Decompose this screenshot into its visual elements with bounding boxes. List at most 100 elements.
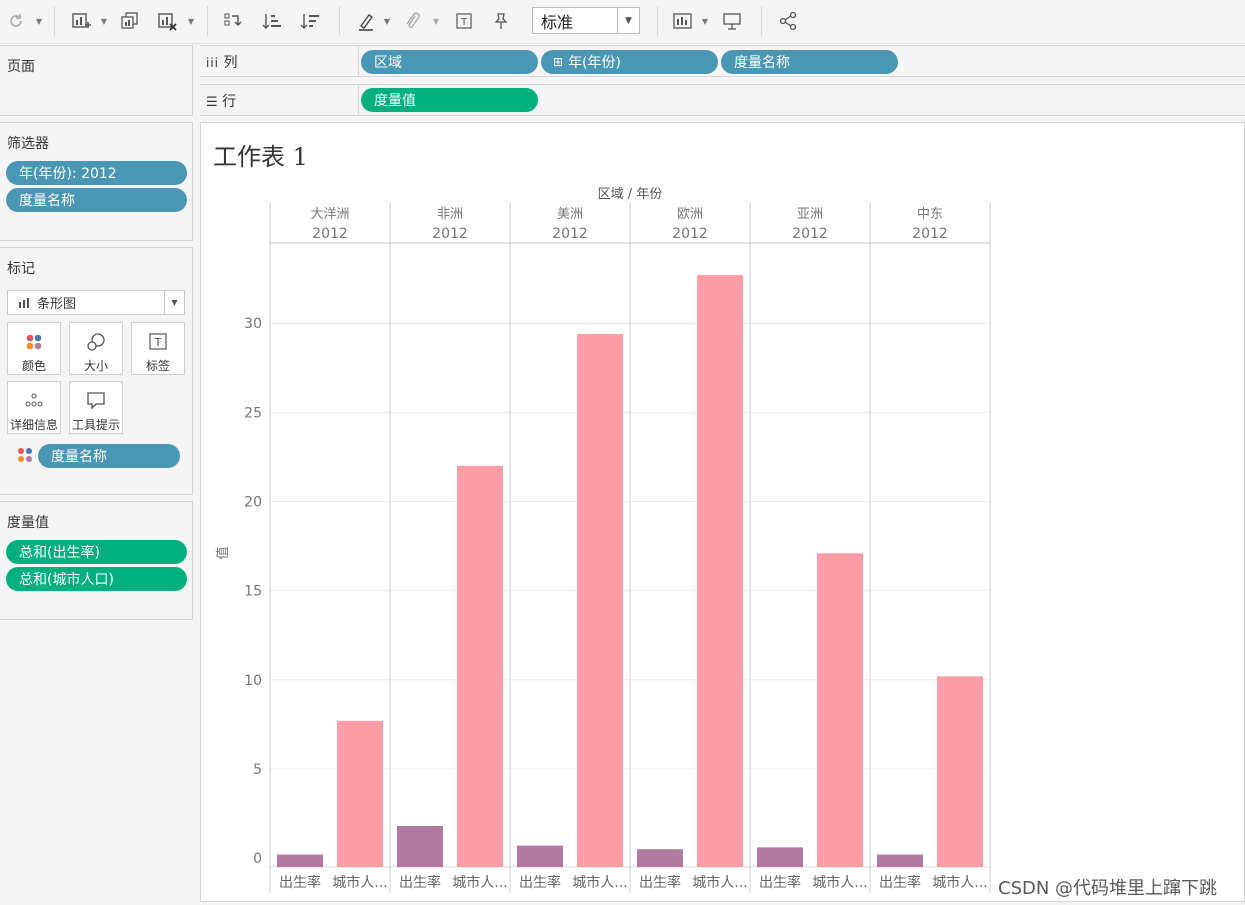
size-card[interactable]: 大小 [69,322,123,375]
color-field-pill[interactable]: 度量名称 [38,444,180,468]
year-header: 2012 [312,226,348,242]
label-icon: T [149,333,167,350]
color-card[interactable]: 颜色 [7,322,61,375]
year-header: 2012 [912,226,948,242]
rows-shelf-label: ☰ 行 [206,91,236,111]
color-card-label: 颜色 [21,359,46,373]
columns-shelf-label: iii 列 [206,52,237,72]
pin-icon[interactable] [489,8,511,34]
region-header: 欧洲 [677,207,703,222]
sort-descending-icon[interactable] [299,8,321,34]
x-tick-label: 出生率 [639,874,681,891]
x-tick-label: 城市人... [932,874,987,891]
tooltip-card-label: 工具提示 [71,418,120,432]
year-header: 2012 [792,226,828,242]
chevron-down-icon[interactable]: ▼ [164,291,184,314]
header-title: 区域 / 年份 [598,187,663,202]
columns-icon: iii [206,56,220,70]
measure-pill-birth-rate[interactable]: 总和(出生率) [6,540,187,564]
bar-chart-icon [19,297,29,308]
swap-rows-columns-icon[interactable] [221,8,243,34]
x-tick-label: 出生率 [399,874,441,891]
region-header: 大洋洲 [310,207,349,222]
region-header: 非洲 [437,207,463,222]
measure-values-title: 度量值 [7,515,49,531]
bar [337,720,383,867]
bar [937,676,983,867]
fit-select[interactable]: 标准 ▼ [532,7,640,34]
y-tick-label: 5 [253,762,262,778]
show-me-dropdown-icon[interactable]: ▼ [701,16,709,26]
show-me-icon[interactable] [672,8,694,34]
bar [397,825,443,867]
x-tick-label: 出生率 [519,874,561,891]
duplicate-sheet-icon[interactable] [119,8,141,34]
svg-text:T: T [460,17,468,28]
rows-label: 行 [222,94,237,110]
x-tick-label: 城市人... [332,874,387,891]
marks-panel: 标记 条形图 ▼ 颜色 大小 T 标签 详细信息 工具提示 度量名称 [0,247,193,495]
y-tick-label: 30 [244,316,262,332]
column-pill-measure-names[interactable]: 度量名称 [721,50,898,74]
column-pill-region[interactable]: 区域 [361,50,538,74]
watermark: CSDN @代码堆里上蹿下跳 [998,878,1218,899]
bar [877,854,923,867]
clear-sheet-icon[interactable] [156,8,178,34]
presentation-icon[interactable] [721,8,743,34]
refresh-icon[interactable] [6,8,26,34]
filters-panel[interactable]: 筛选器 年(年份): 2012 度量名称 [0,122,193,241]
x-tick-label: 出生率 [879,874,921,891]
sort-ascending-icon[interactable] [261,8,283,34]
share-icon[interactable] [777,8,799,34]
bar [577,333,623,867]
filter-pill-measure-names[interactable]: 度量名称 [6,188,187,212]
mark-type-value: 条形图 [37,297,77,312]
new-worksheet-dropdown-icon[interactable]: ▼ [100,16,108,26]
size-card-label: 大小 [83,359,108,373]
clear-sheet-dropdown-icon[interactable]: ▼ [187,16,195,26]
pages-title: 页面 [7,59,35,75]
year-header: 2012 [552,226,588,242]
x-tick-label: 城市人... [812,874,867,891]
mark-type-select[interactable]: 条形图 ▼ [7,290,185,315]
expand-icon: ⊞ [553,55,564,69]
y-tick-label: 25 [244,405,262,421]
y-tick-label: 20 [244,495,262,511]
rows-shelf[interactable]: ☰ 行 度量值 [200,84,1245,116]
highlight-dropdown-icon[interactable]: ▼ [383,16,391,26]
label-card-label: 标签 [145,359,170,373]
color-field-icon [18,448,32,462]
measure-pill-urban-population[interactable]: 总和(城市人口) [6,567,187,591]
group-members-icon[interactable] [401,8,423,34]
highlight-icon[interactable] [355,8,377,34]
group-dropdown-icon[interactable]: ▼ [432,16,440,26]
bar [457,465,503,867]
refresh-dropdown-icon[interactable]: ▼ [35,16,43,26]
y-axis-label: 值 [215,546,231,559]
y-tick-label: 15 [244,584,262,600]
chevron-down-icon[interactable]: ▼ [617,8,639,33]
y-tick-label: 0 [253,851,262,867]
x-tick-label: 城市人... [452,874,507,891]
show-mark-labels-icon[interactable]: T [453,8,475,34]
tooltip-card[interactable]: 工具提示 [69,381,123,434]
bar [757,847,803,867]
size-icon [87,333,105,351]
new-worksheet-icon[interactable] [70,8,92,34]
worksheet-canvas[interactable]: 工作表 1 区域 / 年份 0 5 10 15 20 25 30 值大洋洲 2012 出生率 城市人.… [200,122,1245,902]
pages-panel[interactable]: 页面 [0,45,193,116]
column-pill-year[interactable]: ⊞ 年(年份) [541,50,718,74]
detail-card[interactable]: 详细信息 [7,381,61,434]
filter-pill-year[interactable]: 年(年份): 2012 [6,161,187,185]
x-tick-label: 出生率 [759,874,801,891]
y-tick-label: 10 [244,673,262,689]
toolbar: ▼ ▼ ▼ ▼ ▼ T 标准 ▼ ▼ [0,0,1245,44]
bar [517,845,563,867]
bar [697,275,743,867]
columns-shelf[interactable]: iii 列 区域 ⊞ 年(年份) 度量名称 [200,45,1245,77]
svg-text:T: T [154,336,162,349]
row-pill-measure-values[interactable]: 度量值 [361,88,538,112]
label-card[interactable]: T 标签 [131,322,185,375]
region-header: 美洲 [557,207,583,222]
